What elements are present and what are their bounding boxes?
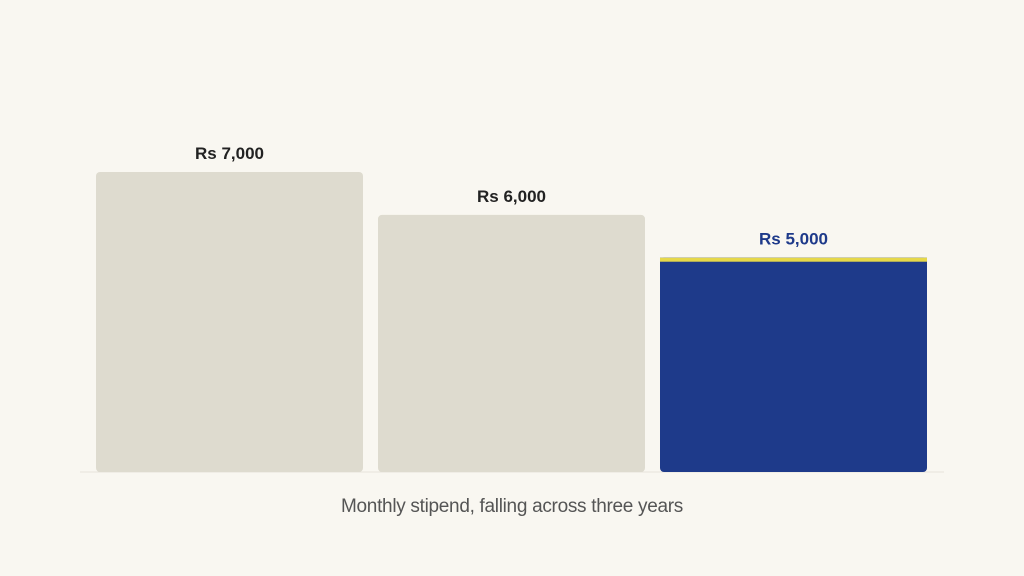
value-labels-group: Rs 7,000 Rs 6,000 Rs 5,000 bbox=[195, 144, 828, 249]
bar-3-value-label: Rs 5,000 bbox=[759, 230, 828, 249]
bar-1-value-label: Rs 7,000 bbox=[195, 144, 264, 163]
bar-2-value-label: Rs 6,000 bbox=[477, 187, 546, 206]
highlight-bar-accent-strip bbox=[660, 257, 927, 262]
bar-2 bbox=[378, 214, 645, 472]
bar-3 bbox=[660, 257, 927, 472]
bar-1 bbox=[96, 172, 363, 472]
chart-caption: Monthly stipend, falling across three ye… bbox=[341, 496, 683, 517]
bars-group bbox=[96, 172, 927, 472]
